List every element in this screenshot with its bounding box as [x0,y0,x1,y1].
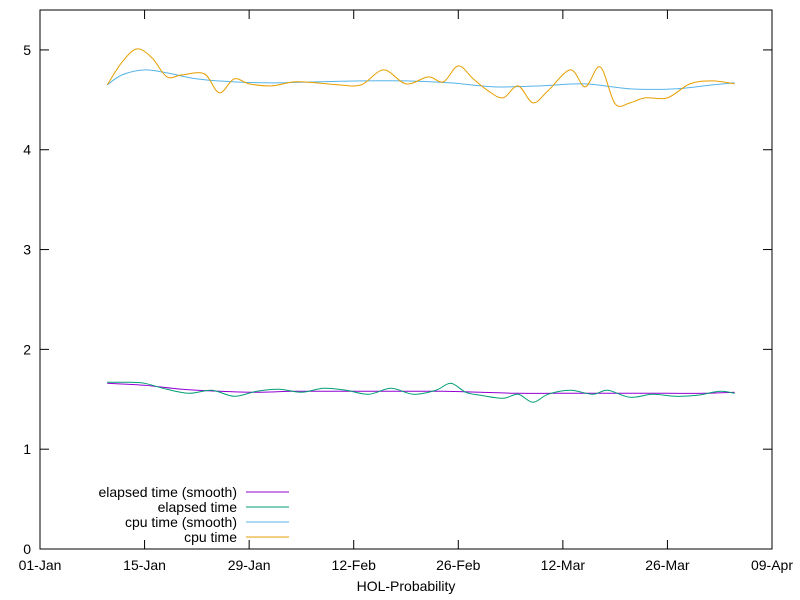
x-tick-label: 26-Mar [645,557,690,573]
x-tick-label: 12-Mar [541,557,586,573]
ticks-layer: 0 1 2 3 4 5 01-Jan 15-Jan 29-Jan 12-Feb 26-Feb 12-M… [19,10,793,573]
x-tick-label: 29-Jan [228,557,271,573]
x-tick-label: 12-Feb [332,557,377,573]
y-tick-label: 2 [23,341,31,357]
x-tick-label: 09-Apr [751,557,793,573]
y-tick-label: 3 [23,242,31,258]
series-line-3 [106,48,735,107]
legend-label: cpu time (smooth) [125,514,237,530]
legend-label: elapsed time (smooth) [98,484,237,500]
x-tick-label: 15-Jan [123,557,166,573]
series-line-1 [107,381,735,403]
y-tick-label: 5 [23,42,31,58]
y-tick-label: 1 [23,441,31,457]
x-tick-label: 26-Feb [436,557,481,573]
legend-label: cpu time [184,529,237,545]
plot-frame [39,9,773,550]
x-tick-label: 01-Jan [19,557,62,573]
y-tick-label: 0 [23,541,31,557]
y-tick-label: 4 [23,142,31,158]
series-layer [106,48,735,403]
legend-label: elapsed time [158,499,238,515]
series-line-2 [106,69,735,90]
x-axis-label: HOL-Probability [357,578,456,594]
